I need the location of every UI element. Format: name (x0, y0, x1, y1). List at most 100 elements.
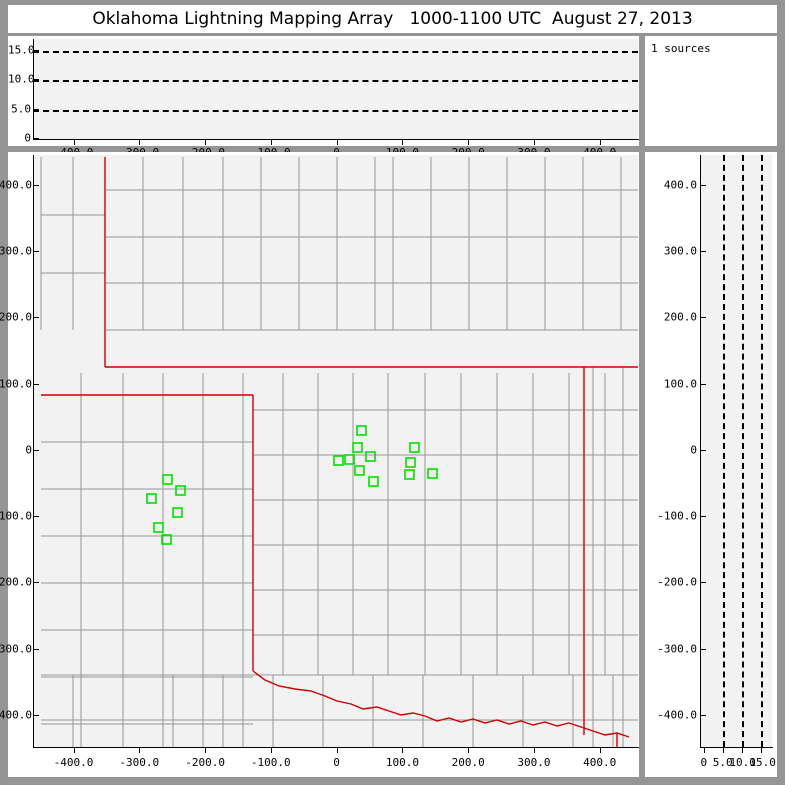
sources-panel: 1 sources (645, 36, 777, 146)
map-xtick-200 (468, 748, 470, 753)
time-height-y-axis (33, 39, 34, 140)
ytick-label-10: 10.0 (8, 72, 35, 86)
source-marker (368, 476, 379, 487)
source-marker (409, 442, 420, 453)
xtick--200 (205, 140, 207, 145)
map-ytick-200 (34, 317, 39, 319)
time-height-plot-area[interactable] (33, 39, 638, 139)
county-lines (40, 157, 638, 747)
ytick-10 (34, 79, 39, 80)
map-xtick-400 (599, 748, 601, 753)
source-marker (405, 457, 416, 468)
source-marker (161, 534, 172, 545)
height-xtick-15 (760, 748, 762, 753)
page-title: Oklahoma Lightning Mapping Array 1000-11… (92, 9, 693, 29)
xtick--400 (73, 140, 75, 145)
gridline-x-15 (760, 155, 763, 747)
source-marker (146, 493, 157, 504)
map-xtick--200 (205, 748, 207, 753)
ytick-5 (34, 109, 39, 110)
height-ytick-0 (701, 449, 706, 451)
map-xtick-label--400: -400.0 (53, 756, 94, 769)
source-marker (172, 507, 183, 518)
height-xtick-5 (722, 748, 724, 753)
map-ytick-label-100: 100.0 (0, 377, 32, 390)
height-ytick--400 (701, 715, 706, 716)
map-xtick-300 (533, 748, 535, 753)
map-xtick--100 (270, 748, 272, 753)
gridline-y-10 (33, 80, 638, 83)
map-ytick--300 (34, 648, 39, 650)
title-bar: Oklahoma Lightning Mapping Array 1000-11… (8, 5, 777, 33)
sources-count-label: 1 sources (651, 42, 711, 55)
xtick--300 (139, 140, 141, 145)
xtick-200 (468, 140, 470, 145)
height-ytick-label--200: -200.0 (657, 575, 697, 589)
map-xtick-label-400: 400.0 (583, 756, 617, 769)
map-ytick--400 (34, 715, 39, 716)
gridline-x-5 (722, 155, 725, 747)
ytick-label-0: 0 (24, 131, 31, 145)
height-ytick-label-100: 100.0 (663, 377, 697, 390)
ytick-label-15: 15.0 (8, 43, 35, 57)
source-marker (162, 474, 173, 485)
height-ytick-label-400: 400.0 (663, 178, 697, 192)
map-ytick-label-300: 300.0 (0, 244, 32, 258)
map-y-axis (33, 155, 34, 748)
map-ytick-label-200: 200.0 (0, 310, 32, 324)
map-ytick-0 (34, 449, 39, 451)
map-xtick-100 (402, 748, 404, 753)
source-marker (344, 454, 355, 465)
map-xtick-0 (336, 748, 338, 753)
map-xtick-label--100: -100.0 (250, 756, 291, 769)
height-ytick-label--300: -300.0 (657, 642, 697, 656)
source-marker (333, 455, 344, 466)
map-ytick-100 (34, 383, 39, 385)
height-ytick--100 (701, 516, 706, 518)
map-plot-area[interactable] (33, 155, 638, 747)
source-marker (404, 469, 415, 480)
xtick-400 (599, 140, 601, 145)
lma-source-markers (146, 425, 438, 545)
map-xtick-label-200: 200.0 (451, 756, 485, 769)
plan-view-map-panel[interactable]: 400.0 300.0 200.0 100.0 0 -100.0 -200.0 … (0, 152, 639, 777)
ytick-15 (34, 50, 39, 51)
height-histogram-panel[interactable]: 400.0 300.0 200.0 100.0 0 -100.0 -200.0 … (645, 152, 777, 777)
gridline-y-15 (33, 50, 638, 53)
ytick-label-5: 5.0 (11, 102, 31, 116)
source-marker (175, 485, 186, 496)
xtick-100 (402, 140, 404, 145)
time-height-panel[interactable]: 15.0 10.0 5.0 0 (8, 36, 639, 146)
source-marker (354, 465, 365, 476)
source-marker (365, 451, 376, 462)
xtick--100 (270, 140, 272, 145)
height-ytick--200 (701, 582, 706, 584)
map-xtick-label-0: 0 (333, 756, 340, 769)
map-geometry (40, 157, 638, 747)
height-ytick--300 (701, 648, 706, 650)
height-ytick-200 (701, 317, 706, 319)
height-ytick-label-300: 300.0 (663, 244, 697, 258)
xtick-300 (533, 140, 535, 145)
gridline-y-5 (33, 109, 638, 112)
map-ytick-label-0: 0 (25, 443, 32, 457)
height-xtick-label-5: 5.0 (712, 756, 733, 769)
height-ytick-label--400: -400.0 (657, 708, 697, 722)
source-marker (153, 522, 164, 533)
height-ytick-300 (701, 250, 706, 252)
gridline-x-10 (741, 155, 744, 747)
time-height-x-axis (33, 139, 639, 140)
source-marker (352, 442, 363, 453)
source-marker (427, 468, 438, 479)
map-xtick-label-100: 100.0 (385, 756, 419, 769)
map-xtick-label--200: -200.0 (185, 756, 225, 769)
map-xtick-label-300: 300.0 (517, 756, 551, 769)
source-marker (356, 425, 367, 436)
ytick-0 (34, 138, 39, 139)
map-ytick-label--400: -400.0 (0, 708, 32, 722)
map-xtick--300 (139, 748, 141, 753)
height-plot-area[interactable] (700, 155, 772, 747)
map-ytick-300 (34, 250, 39, 252)
height-ytick-label-0: 0 (690, 443, 697, 457)
